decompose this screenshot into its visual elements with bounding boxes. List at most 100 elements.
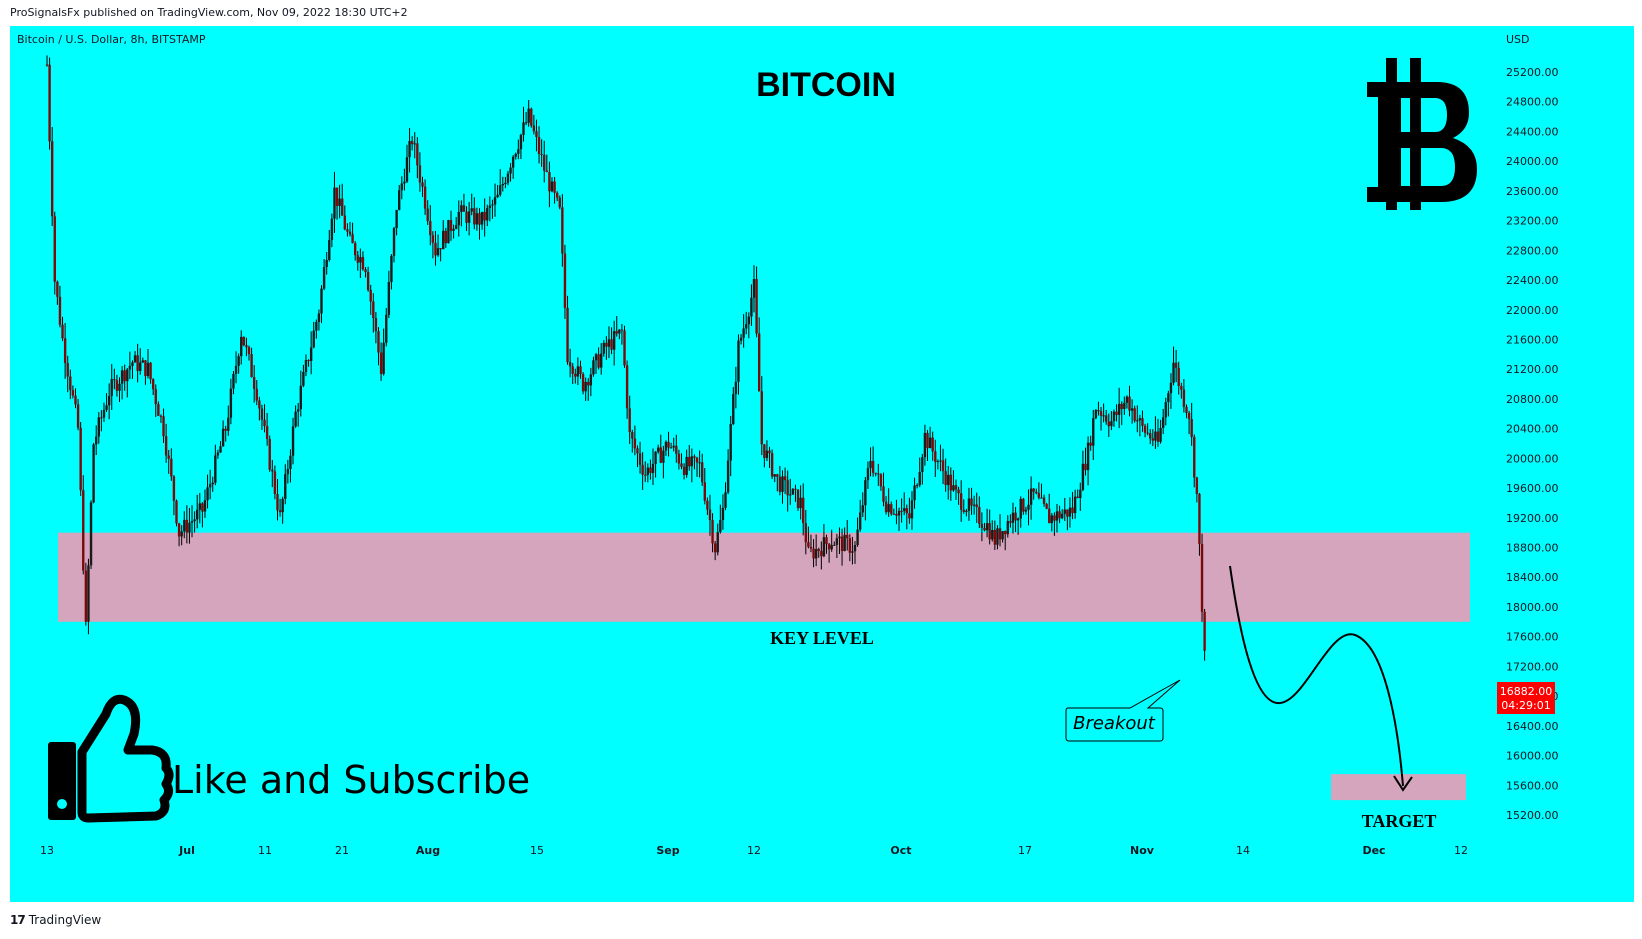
candle-body [1143,425,1147,433]
candle-body [993,529,997,545]
candle-body [822,537,826,557]
candle-body [1156,431,1160,442]
candle-body [1024,509,1028,512]
y-tick-label: 18000.00 [1506,601,1559,614]
candle-body [998,528,1002,540]
candle-body [359,257,362,263]
y-tick-label: 24000.00 [1506,155,1559,168]
footer-brand[interactable]: 17 TradingView [10,913,101,927]
candle-body [1011,512,1015,523]
candle-body [214,455,217,483]
candle-body [1185,406,1188,413]
candle-body [271,469,274,472]
candle-body [509,167,512,174]
candle-body [856,529,859,546]
candle-body [61,324,64,339]
candle-body [1073,496,1077,514]
candle-body [115,380,119,391]
last-price-value: 16882.00 [1500,685,1553,698]
candle-body [92,444,95,503]
candle-body [379,352,383,374]
x-tick-label: 12 [747,844,761,857]
candle-body [69,376,72,391]
candle-body [470,208,473,212]
price-axis[interactable]: 25200.00 24800.00 24400.00 24000.00 23600.00… [1506,66,1559,822]
candle-body [726,460,730,493]
candle-body [532,125,536,132]
candle-body [739,337,743,341]
candle-body [985,523,989,531]
candle-body [361,257,365,270]
candle-body [745,324,748,329]
candle-body [126,369,129,382]
candle-body [778,476,782,492]
candle-body [913,485,916,501]
candle-body [511,156,515,168]
x-tick-label: 12 [1454,844,1468,857]
candle-body [100,417,103,419]
candle-body [695,457,699,463]
candle-body [131,362,134,366]
candle-body [869,460,872,469]
candle-body [48,64,51,142]
candle-body [400,183,403,191]
candle-body [706,500,709,510]
candle-body [574,373,577,377]
candle-body [1203,611,1206,651]
candle-body [328,240,331,260]
y-tick-label: 20400.00 [1506,423,1559,436]
candle-body [701,462,704,483]
candle-body [846,534,849,539]
candle-body [571,366,574,374]
candle-body [600,353,603,368]
candle-body [827,544,831,550]
time-axis[interactable]: 13 Jul 11 21 Aug 15 Sep 12 Oct 17 Nov 14 Dec 12 [40,844,1468,857]
candle-body [102,409,106,418]
candle-body [1058,511,1061,519]
candle-body [840,536,844,552]
candle-body [589,374,593,386]
target-zone [1331,774,1466,801]
candle-body [545,170,549,173]
candle-body [915,485,919,487]
candle-body [439,248,442,250]
candle-body [729,424,732,461]
candle-body [416,143,419,166]
candle-body [408,141,411,158]
candle-body [921,457,924,472]
candle-body [302,372,305,386]
breakout-callout: Breakout [1065,679,1181,742]
candle-body [879,474,883,487]
candle-body [151,379,155,390]
candle-body [216,452,220,456]
candle-body [107,395,111,406]
candle-body [341,198,344,216]
candle-body [426,208,429,222]
price-chart[interactable]: 25200.00 24800.00 24400.00 24000.00 23600.00… [10,26,1634,902]
candle-body [50,141,54,217]
candle-body [918,471,921,486]
candle-body [1055,511,1059,521]
candle-body [555,192,559,198]
candle-body [944,471,947,486]
candle-body [972,504,976,506]
candle-body [309,347,313,361]
candle-body [553,181,556,193]
candle-body [1161,417,1165,428]
arrow-head-icon [1393,775,1413,792]
candle-body [734,381,738,395]
candle-body [265,426,269,440]
candle-body [607,339,611,347]
chart-area[interactable]: 25200.00 24800.00 24400.00 24000.00 23600.00… [10,26,1634,902]
candle-body [473,208,476,225]
candle-body [486,208,489,221]
candle-body [1169,382,1173,394]
x-tick-label: Aug [416,844,440,857]
candle-body [936,461,940,463]
candle-body [284,474,287,499]
candle-body [506,173,510,183]
candle-body [1032,488,1035,492]
candle-body [167,455,170,459]
candle-body [1019,498,1022,519]
candle-body [1006,521,1009,535]
